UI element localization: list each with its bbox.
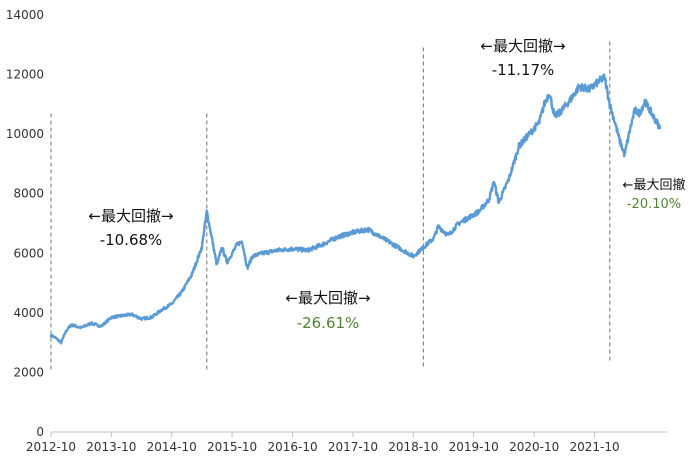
x-tick-label: 2018-10 bbox=[388, 440, 438, 454]
plot-area bbox=[49, 73, 662, 345]
y-axis: 0 2000 4000 6000 8000 10000 12000 14000 bbox=[6, 8, 44, 439]
drawdown-label: ←最大回撤→ bbox=[480, 37, 565, 55]
drawdown-value: -20.10% bbox=[627, 197, 681, 212]
y-tick-label: 4000 bbox=[13, 306, 44, 320]
y-tick-label: 6000 bbox=[13, 246, 44, 260]
x-tick-label: 2013-10 bbox=[86, 440, 136, 454]
x-tick-label: 2015-10 bbox=[207, 440, 257, 454]
drawdown-value: -10.68% bbox=[100, 231, 163, 249]
drawdown-value: -11.17% bbox=[492, 61, 555, 79]
x-tick-label: 2012-10 bbox=[26, 440, 76, 454]
y-tick-label: 2000 bbox=[13, 365, 44, 379]
x-axis: 2012-10 2013-10 2014-10 2015-10 2016-10 2017-… bbox=[26, 431, 667, 454]
x-tick-label: 2021-10 bbox=[569, 440, 619, 454]
x-tick-label: 2019-10 bbox=[449, 440, 499, 454]
y-tick-label: 0 bbox=[36, 425, 44, 439]
drawdown-label: ←最大回撤 bbox=[623, 177, 686, 193]
y-tick-label: 8000 bbox=[13, 187, 44, 201]
drawdown-annotations: ←最大回撤→ -10.68% ←最大回撤→ -26.61% ←最大回撤→ -11.17% ←… bbox=[88, 37, 685, 332]
drawdown-label: ←最大回撤→ bbox=[88, 207, 173, 225]
y-tick-label: 10000 bbox=[6, 127, 44, 141]
x-tick-label: 2020-10 bbox=[509, 440, 559, 454]
drawdown-value: -26.61% bbox=[297, 314, 360, 332]
x-tick-label: 2016-10 bbox=[268, 440, 318, 454]
x-tick-label: 2014-10 bbox=[147, 440, 197, 454]
y-tick-label: 12000 bbox=[6, 68, 44, 82]
drawdown-event-lines bbox=[50, 38, 611, 370]
x-tick-label: 2017-10 bbox=[328, 440, 378, 454]
drawdown-label: ←最大回撤→ bbox=[285, 289, 370, 307]
y-tick-label: 14000 bbox=[6, 8, 44, 22]
index-series-line bbox=[49, 73, 662, 345]
